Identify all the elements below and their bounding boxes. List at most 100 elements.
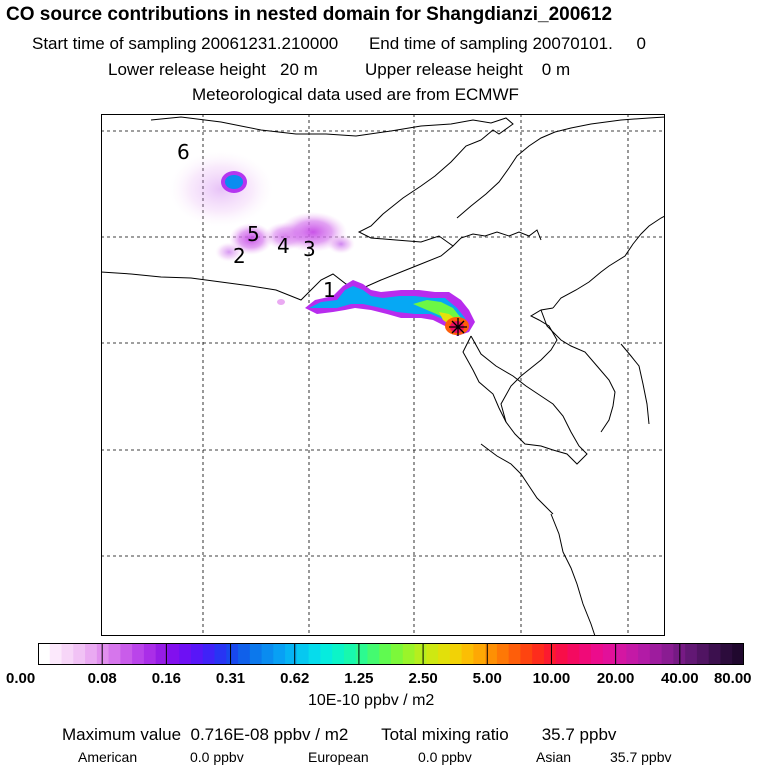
- start-time-label: Start time of sampling: [32, 34, 197, 53]
- colorbar-cell: [296, 643, 310, 665]
- colorbar-cell: [38, 643, 51, 665]
- colorbar-cell: [190, 643, 204, 665]
- colorbar-cell: [120, 643, 133, 665]
- colorbar-cell: [320, 643, 333, 665]
- region-european-name: European: [308, 749, 369, 765]
- colorbar-cell: [555, 643, 568, 665]
- end-time-suffix: 0: [636, 34, 646, 53]
- coastline-north: [150, 116, 514, 141]
- colorbar-cell: [426, 643, 439, 665]
- plume-region-3b: [327, 234, 355, 254]
- colorbar-ticks: [38, 643, 744, 665]
- plume-region-6-inner: [225, 175, 243, 189]
- colorbar-cell: [543, 643, 557, 665]
- colorbar-cell: [496, 643, 510, 665]
- colorbar-cell: [649, 643, 663, 665]
- colorbar-tick-label: 80.00: [713, 670, 752, 687]
- colorbar-cell: [108, 643, 121, 665]
- release-heights: Lower release height 20 m Upper release …: [108, 60, 570, 80]
- colorbar-tick-label: 5.00: [472, 670, 502, 687]
- upper-release-label: Upper release height: [365, 60, 523, 79]
- coastline-south: [480, 443, 554, 515]
- end-time-value: 20070101.: [532, 34, 613, 53]
- colorbar-cell: [73, 643, 86, 665]
- japan-coast: [550, 513, 596, 636]
- colorbar-cell: [343, 643, 357, 665]
- upper-release-value: 0 m: [541, 60, 571, 79]
- colorbar-cell: [438, 643, 451, 665]
- colorbar-cell: [96, 643, 110, 665]
- border-ne: [552, 215, 665, 309]
- colorbar-cell: [249, 643, 263, 665]
- regional-contributions: American 0.0 ppbv European 0.0 ppbv Asian 35.…: [78, 749, 672, 765]
- start-time-value: 20061231.210000: [201, 34, 339, 53]
- plot-title: CO source contributions in nested domain…: [6, 4, 613, 25]
- lower-release-label: Lower release height: [108, 60, 266, 79]
- colorbar-cell: [473, 643, 486, 665]
- colorbar-cell: [520, 643, 533, 665]
- colorbar-cell: [685, 643, 698, 665]
- max-value-label: Maximum value: [62, 725, 182, 744]
- colorbar-cell: [61, 643, 74, 665]
- region-asian-name: Asian: [536, 749, 572, 765]
- colorbar-cell: [638, 643, 651, 665]
- colorbar-cell: [461, 643, 474, 665]
- colorbar-cell: [49, 643, 63, 665]
- region-asian-value: 35.7 ppbv: [610, 749, 672, 765]
- map-svg: 1 2 3 4 5 6: [101, 114, 665, 636]
- source-label-4: 4: [277, 234, 290, 258]
- colorbar-cell: [532, 643, 545, 665]
- korea-coast: [470, 307, 588, 465]
- colorbar-tick-label: 20.00: [596, 670, 635, 687]
- source-label-2: 2: [233, 244, 246, 268]
- coastline-peninsula: [452, 229, 542, 247]
- colorbar-cell: [402, 643, 416, 665]
- colorbar-cell: [567, 643, 580, 665]
- concentration-field: [169, 151, 475, 336]
- colorbar-cell: [155, 643, 168, 665]
- colorbar-cell: [179, 643, 192, 665]
- korea-west: [462, 335, 507, 423]
- colorbar-tick-label: 40.00: [661, 670, 699, 687]
- receptor-star-icon: [449, 318, 467, 336]
- colorbar-cell: [85, 643, 98, 665]
- coastline-bay: [101, 139, 482, 301]
- region-european-value: 0.0 ppbv: [418, 749, 472, 765]
- colorbar-tick-label: 0.31: [215, 670, 246, 687]
- plume-region-2: [215, 242, 243, 262]
- colorbar: [38, 643, 744, 665]
- sampling-times: Start time of sampling 20061231.210000 E…: [32, 34, 646, 54]
- colorbar-cell: [661, 643, 674, 665]
- colorbar-cell: [449, 643, 463, 665]
- colorbar-tick-label: 0.62: [280, 670, 310, 687]
- plume-main-blue: [309, 286, 467, 328]
- colorbar-cell: [379, 643, 392, 665]
- colorbar-tick-label: 10.00: [532, 670, 571, 687]
- colorbar-cell: [132, 643, 145, 665]
- colorbar-cell: [414, 643, 427, 665]
- colorbar-tick-label: 0.08: [87, 670, 117, 687]
- colorbar-cell: [226, 643, 239, 665]
- colorbar-cell: [485, 643, 498, 665]
- colorbar-cell: [273, 643, 286, 665]
- colorbar-cell: [332, 643, 345, 665]
- map-panel: 1 2 3 4 5 6: [101, 114, 665, 636]
- colorbar-cells: [38, 643, 744, 665]
- source-label-5: 5: [247, 222, 260, 246]
- colorbar-cell: [626, 643, 639, 665]
- max-value: 0.716E-08 ppbv / m2: [190, 725, 349, 744]
- colorbar-cell: [202, 643, 215, 665]
- end-time-label: End time of sampling: [368, 34, 528, 53]
- border-nk: [540, 309, 616, 433]
- colorbar-cell: [391, 643, 404, 665]
- met-data-source: Meteorological data used are from ECMWF: [192, 85, 519, 104]
- source-label-3: 3: [303, 237, 316, 261]
- colorbar-cell: [367, 643, 380, 665]
- colorbar-cell: [720, 643, 733, 665]
- colorbar-cell: [708, 643, 721, 665]
- colorbar-cell: [579, 643, 592, 665]
- summary-line: Maximum value 0.716E-08 ppbv / m2 Total …: [62, 725, 616, 745]
- coastline-east: [456, 116, 665, 219]
- colorbar-tick-label: 1.25: [344, 670, 374, 687]
- colorbar-tick-label: 0.00: [6, 670, 36, 687]
